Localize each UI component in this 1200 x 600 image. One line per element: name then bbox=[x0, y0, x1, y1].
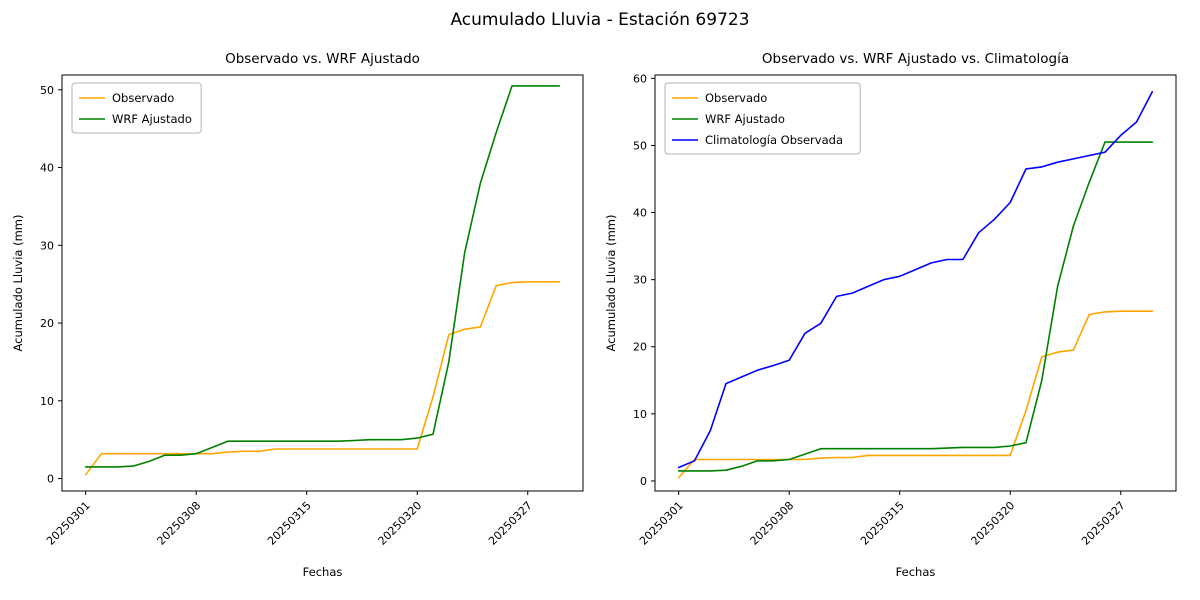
y-tick-label: 10 bbox=[633, 408, 647, 421]
legend-box bbox=[664, 82, 861, 155]
x-tick-label: 20250315 bbox=[265, 499, 314, 548]
legend-label: WRF Ajustado bbox=[112, 112, 192, 126]
legend-label: Climatología Observada bbox=[705, 133, 843, 147]
x-tick-label: 20250308 bbox=[155, 499, 204, 548]
x-tick-label: 20250320 bbox=[969, 499, 1018, 548]
x-tick-label: 20250327 bbox=[486, 499, 535, 548]
x-tick-label: 20250315 bbox=[858, 499, 907, 548]
chart-canvas: 0 10 20 30 40 50 60 20250301 20250308 20250315 202… bbox=[604, 51, 1177, 579]
legend-box bbox=[71, 82, 202, 134]
series-line-wrf-ajustado bbox=[677, 141, 1154, 472]
chart-canvas: 0 10 20 30 40 50 20250301 20250308 20250315 20250… bbox=[11, 51, 584, 579]
y-tick-label: 0 bbox=[47, 473, 54, 486]
y-axis-label: Acumulado Lluvia (mm) bbox=[604, 215, 618, 352]
x-axis-label: Fechas bbox=[896, 565, 936, 579]
y-tick-label: 0 bbox=[640, 475, 647, 488]
x-tick-label: 20250301 bbox=[44, 499, 93, 548]
subplot-title: Observado vs. WRF Ajustado vs. Climatolo… bbox=[762, 51, 1069, 67]
x-tick-label: 20250320 bbox=[376, 499, 425, 548]
subplot-observado-wrf: 0 10 20 30 40 50 20250301 20250308 20250315 20250… bbox=[11, 51, 584, 579]
y-tick-label: 30 bbox=[40, 239, 54, 252]
legend-label: Observado bbox=[705, 91, 767, 105]
legend-label: WRF Ajustado bbox=[705, 112, 785, 126]
y-axis-label: Acumulado Lluvia (mm) bbox=[11, 215, 25, 352]
y-tick-label: 50 bbox=[633, 139, 647, 152]
y-tick-label: 30 bbox=[633, 274, 647, 287]
x-axis-label: Fechas bbox=[303, 565, 343, 579]
subplot-observado-wrf-climatologia: 0 10 20 30 40 50 60 20250301 20250308 20250315 202… bbox=[600, 0, 1200, 600]
y-tick-label: 50 bbox=[40, 84, 54, 97]
series-line-climatología-observada bbox=[677, 91, 1154, 469]
figure-title: Acumulado Lluvia - Estación 69723 bbox=[450, 10, 750, 30]
legend-label: Observado bbox=[112, 91, 174, 105]
x-tick-label: 20250327 bbox=[1079, 499, 1128, 548]
y-tick-label: 60 bbox=[633, 72, 647, 85]
y-tick-label: 20 bbox=[40, 317, 54, 330]
series-line-observado bbox=[677, 310, 1154, 479]
series-line-wrf-ajustado bbox=[84, 85, 561, 468]
y-tick-label: 40 bbox=[40, 162, 54, 175]
subplot-title: Observado vs. WRF Ajustado bbox=[225, 51, 420, 67]
y-tick-label: 10 bbox=[40, 395, 54, 408]
y-tick-label: 20 bbox=[633, 341, 647, 354]
series-line-observado bbox=[84, 280, 561, 476]
x-tick-label: 20250308 bbox=[748, 499, 797, 548]
y-tick-label: 40 bbox=[633, 207, 647, 220]
x-tick-label: 20250301 bbox=[637, 499, 686, 548]
axes-frame bbox=[61, 74, 584, 492]
